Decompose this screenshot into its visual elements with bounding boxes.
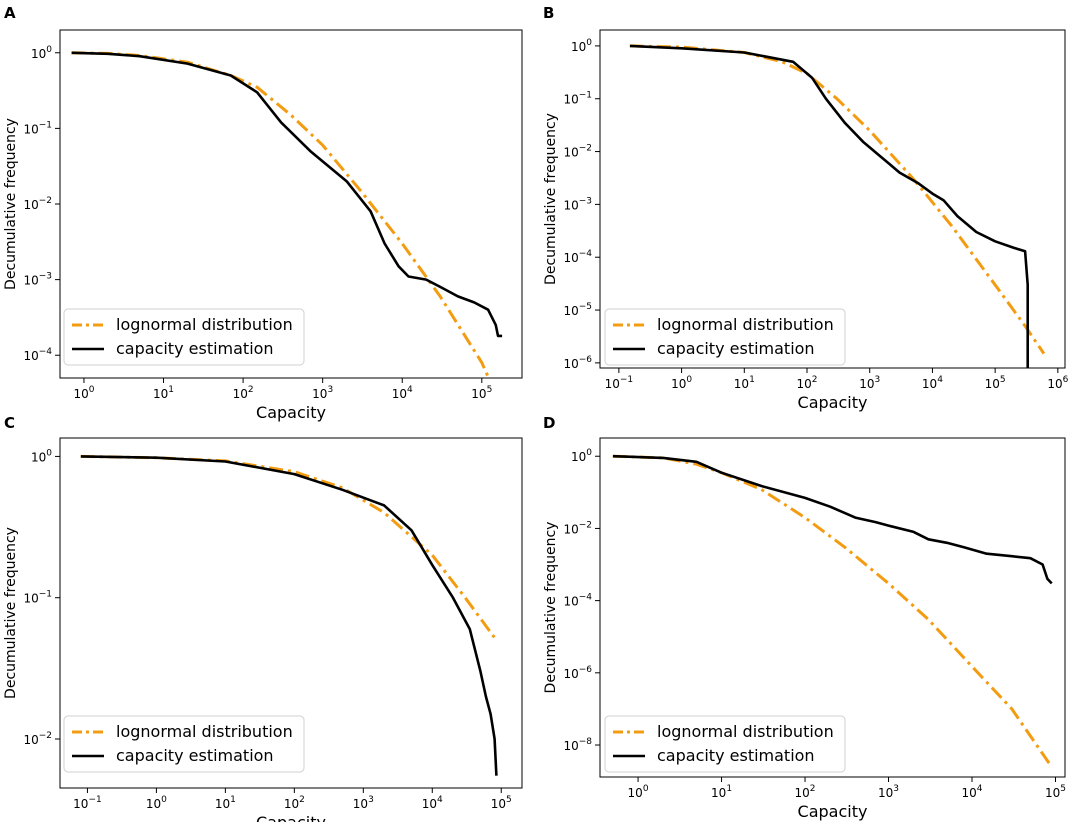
x-tick-label: 103 xyxy=(859,375,880,391)
lognormal-distribution-line xyxy=(71,51,491,378)
x-tick-label: 100 xyxy=(73,385,94,401)
x-tick-label: 100 xyxy=(628,784,649,800)
y-tick-label: 10−1 xyxy=(563,91,592,107)
x-tick-label: 105 xyxy=(491,795,512,811)
x-axis-label: Capacity xyxy=(798,802,868,821)
x-tick-label: 101 xyxy=(734,375,755,391)
y-tick-label: 100 xyxy=(571,448,592,464)
lognormal-distribution-line xyxy=(612,454,1051,765)
y-tick-label: 100 xyxy=(571,38,592,54)
legend-label: lognormal distribution xyxy=(657,315,834,334)
x-tick-label: 103 xyxy=(878,784,899,800)
y-tick-label: 10−5 xyxy=(563,302,592,318)
lognormal-distribution-line xyxy=(80,454,498,642)
panel-d: D 100 101 102 103 104 105 100 10−2 10−4 10−6 10−8 C… xyxy=(543,414,1066,821)
legend-label: capacity estimation xyxy=(657,746,815,765)
legend-box xyxy=(604,715,846,773)
x-tick-label: 102 xyxy=(233,385,254,401)
y-tick-label: 10−1 xyxy=(23,120,52,136)
x-tick-label: 104 xyxy=(422,795,443,811)
x-axis-label: Capacity xyxy=(256,813,326,822)
x-tick-label: 102 xyxy=(797,375,818,391)
y-tick-label: 10−4 xyxy=(563,593,592,609)
x-tick-label: 10−1 xyxy=(605,375,634,391)
capacity-estimation-line xyxy=(612,454,1053,585)
y-tick-label: 10−3 xyxy=(23,272,52,288)
legend-label: lognormal distribution xyxy=(116,722,293,741)
x-tick-label: 105 xyxy=(1045,784,1066,800)
y-tick-label: 10−2 xyxy=(23,731,52,747)
y-tick-label: 10−6 xyxy=(563,665,592,681)
x-tick-label: 101 xyxy=(215,795,236,811)
x-tick-label: 100 xyxy=(146,795,167,811)
x-tick-label: 102 xyxy=(795,784,816,800)
capacity-estimation-line xyxy=(629,44,1029,368)
y-axis-label: Decumulative frequency xyxy=(3,118,19,290)
x-tick-label: 103 xyxy=(353,795,374,811)
capacity-estimation-line xyxy=(71,51,503,338)
legend-label: capacity estimation xyxy=(657,339,815,358)
y-tick-label: 10−6 xyxy=(563,355,592,371)
legend: lognormal distribution capacity estimatio… xyxy=(63,715,305,773)
panel-letter-b: B xyxy=(543,4,554,22)
y-tick-label: 10−2 xyxy=(563,520,592,536)
x-tick-label: 102 xyxy=(284,795,305,811)
y-axis-label: Decumulative frequency xyxy=(543,522,559,694)
legend-box xyxy=(604,308,846,366)
legend-label: lognormal distribution xyxy=(116,315,293,334)
y-tick-label: 10−4 xyxy=(23,347,52,363)
y-tick-label: 10−2 xyxy=(23,196,52,212)
x-tick-label: 105 xyxy=(471,385,492,401)
y-axis-label: Decumulative frequency xyxy=(543,113,559,285)
y-tick-label: 10−2 xyxy=(563,144,592,160)
lognormal-distribution-line xyxy=(629,44,1046,355)
panel-c: C 10−1 100 101 102 103 104 105 100 10−1 10−2 Capac… xyxy=(3,414,523,822)
y-tick-label: 10−4 xyxy=(563,249,592,265)
y-axis-label: Decumulative frequency xyxy=(3,527,19,699)
x-tick-label: 10−1 xyxy=(73,795,102,811)
legend-label: lognormal distribution xyxy=(657,722,834,741)
x-axis-label: Capacity xyxy=(798,393,868,412)
x-tick-label: 105 xyxy=(985,375,1006,391)
x-tick-label: 106 xyxy=(1047,375,1068,391)
capacity-estimation-line xyxy=(80,455,498,776)
legend: lognormal distribution capacity estimatio… xyxy=(604,715,846,773)
y-tick-label: 100 xyxy=(31,448,52,464)
panel-letter-c: C xyxy=(4,414,15,432)
x-tick-label: 101 xyxy=(711,784,732,800)
panel-letter-a: A xyxy=(4,4,16,22)
x-tick-label: 103 xyxy=(312,385,333,401)
x-tick-label: 104 xyxy=(922,375,943,391)
y-tick-label: 10−1 xyxy=(23,590,52,606)
x-tick-label: 100 xyxy=(671,375,692,391)
y-tick-label: 100 xyxy=(31,45,52,61)
y-tick-label: 10−8 xyxy=(563,737,592,753)
x-axis-label: Capacity xyxy=(256,403,326,422)
legend-box xyxy=(63,715,305,773)
panel-b: B 10−1 100 101 102 103 104 105 106 100 10−1 10−2 10… xyxy=(543,4,1069,412)
legend: lognormal distribution capacity estimatio… xyxy=(63,308,305,366)
legend: lognormal distribution capacity estimatio… xyxy=(604,308,846,366)
x-tick-label: 104 xyxy=(961,784,982,800)
plot-frame xyxy=(599,437,1066,778)
panel-letter-d: D xyxy=(543,414,555,432)
y-tick-label: 10−3 xyxy=(563,196,592,212)
legend-label: capacity estimation xyxy=(116,746,274,765)
legend-label: capacity estimation xyxy=(116,339,274,358)
plot-frame xyxy=(599,29,1066,369)
x-tick-label: 104 xyxy=(392,385,413,401)
x-tick-label: 101 xyxy=(153,385,174,401)
legend-box xyxy=(63,308,305,366)
panel-a: A 100 101 102 103 104 105 100 10−1 10−2 10−3 10−4 C… xyxy=(3,4,523,422)
plot-frame xyxy=(59,437,523,789)
